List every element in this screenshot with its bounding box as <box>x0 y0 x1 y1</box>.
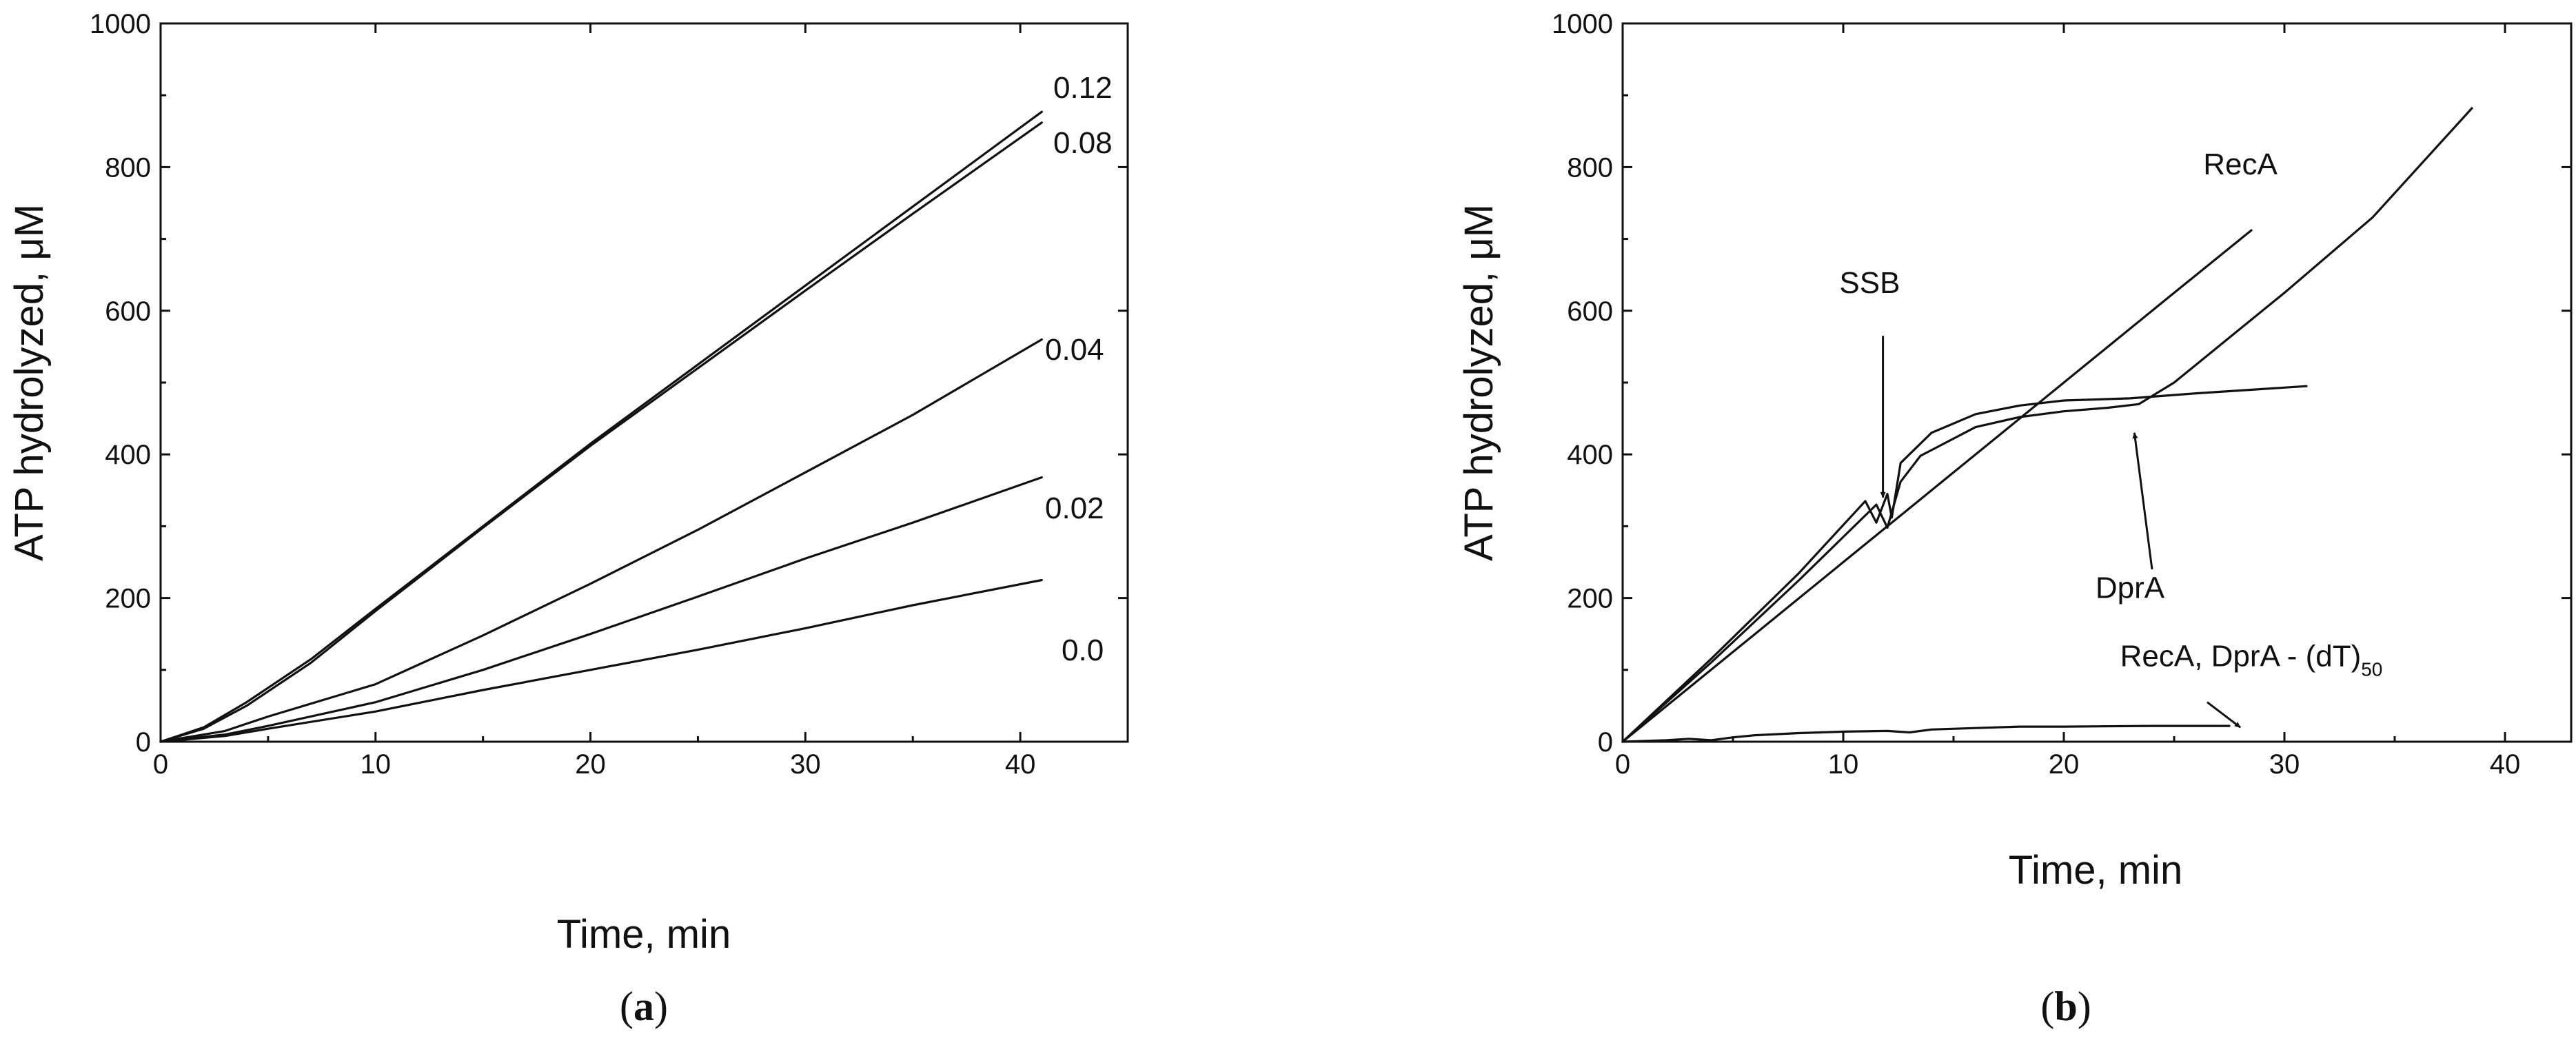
panel-label: (b) <box>2040 984 2091 1029</box>
y-tick-label: 200 <box>1567 584 1613 614</box>
series-line-1 <box>1621 385 2308 743</box>
series-line-3 <box>159 476 1043 743</box>
annotation-arrow <box>2207 701 2241 729</box>
series-line-2 <box>1621 107 2473 743</box>
y-tick-label: 600 <box>105 296 151 327</box>
annotation-text: RecA, DprA - (dT) <box>2120 640 2362 673</box>
y-axis-title: ATP hydrolyzed, μM <box>1457 204 1501 561</box>
series-line-1 <box>159 121 1043 743</box>
x-tick-label: 30 <box>2269 749 2300 780</box>
plot-frame <box>1621 22 2573 743</box>
x-axis-title: Time, min <box>557 912 731 957</box>
y-tick-label: 400 <box>1567 440 1613 470</box>
y-tick-label: 1000 <box>1552 9 1613 39</box>
annotation-text: SSB <box>1839 266 1900 300</box>
annotation-text: DprA <box>2096 571 2165 605</box>
plot-frame <box>159 22 1129 743</box>
series-line-4 <box>159 578 1043 743</box>
series-line-0 <box>159 110 1043 743</box>
y-tick-label: 0 <box>1598 727 1613 758</box>
annotation-label: SSB <box>1839 266 1900 300</box>
series-label: 0.04 <box>1045 333 1104 367</box>
series-label: 0.0 <box>1062 633 1104 667</box>
x-tick-label: 0 <box>153 749 168 780</box>
annotation-label: DprA <box>2096 571 2165 605</box>
x-tick-label: 40 <box>1005 749 1036 780</box>
x-tick-label: 10 <box>1828 749 1859 780</box>
y-tick-label: 400 <box>105 440 151 470</box>
y-tick-label: 0 <box>136 727 151 758</box>
annotation-text: RecA <box>2203 148 2278 181</box>
annotation-subscript: 50 <box>2361 659 2382 680</box>
series-label: 0.02 <box>1045 491 1104 525</box>
y-tick-label: 1000 <box>90 9 151 39</box>
x-axis-title: Time, min <box>2009 848 2182 893</box>
y-tick-label: 800 <box>105 152 151 183</box>
x-tick-label: 20 <box>2049 749 2080 780</box>
series-line-0 <box>1621 229 2253 743</box>
x-tick-label: 0 <box>1615 749 1630 780</box>
y-tick-label: 800 <box>1567 152 1613 183</box>
y-axis-title: ATP hydrolyzed, μM <box>7 204 52 561</box>
y-tick-label: 200 <box>105 584 151 614</box>
series-line-2 <box>159 338 1043 743</box>
x-tick-label: 30 <box>790 749 821 780</box>
series-label: 0.12 <box>1053 71 1113 105</box>
x-tick-label: 10 <box>361 749 392 780</box>
panel-label: (a) <box>620 984 668 1029</box>
x-tick-label: 20 <box>575 749 606 780</box>
annotation-label: RecA <box>2203 148 2278 181</box>
annotation-label: RecA, DprA - (dT)50 <box>2120 640 2383 680</box>
x-tick-label: 40 <box>2490 749 2521 780</box>
y-tick-label: 600 <box>1567 296 1613 327</box>
annotation-arrow <box>2132 432 2153 570</box>
series-label: 0.08 <box>1053 126 1113 160</box>
series-line-3 <box>1621 724 2231 743</box>
